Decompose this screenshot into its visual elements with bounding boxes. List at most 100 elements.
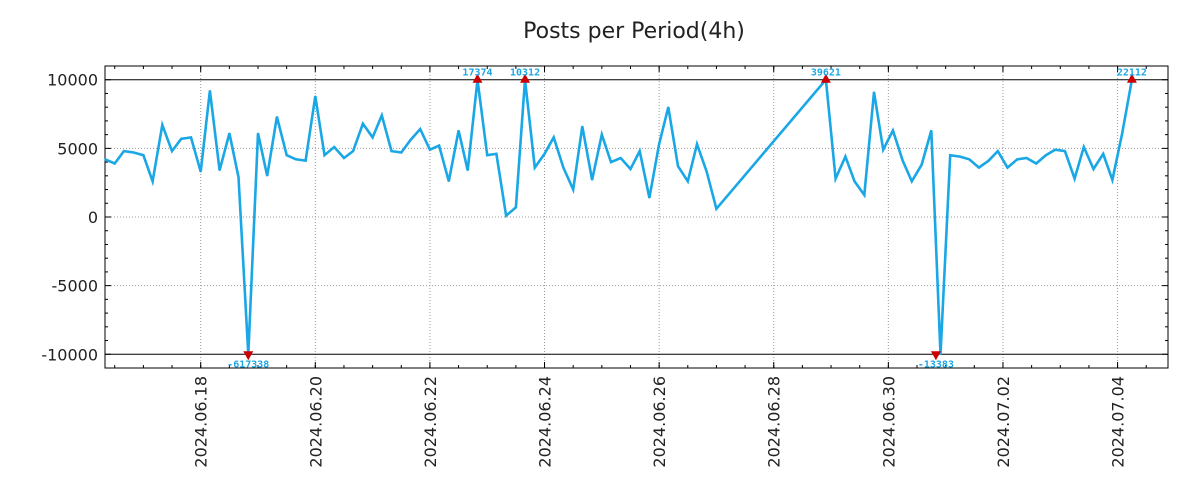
data-point bbox=[844, 155, 847, 158]
data-point bbox=[266, 175, 269, 177]
x-tick-label: 2024.06.22 bbox=[421, 376, 440, 468]
data-point bbox=[581, 125, 584, 128]
data-point bbox=[534, 166, 536, 169]
peak-marker bbox=[472, 73, 483, 83]
data-point bbox=[257, 132, 259, 135]
data-point bbox=[362, 122, 364, 125]
y-axis-ticks: 10000 5000 0 -5000 -10000 bbox=[41, 71, 1168, 364]
data-point bbox=[562, 166, 565, 169]
data-point bbox=[457, 129, 460, 132]
data-point bbox=[113, 162, 116, 165]
x-tick-label: 2024.07.02 bbox=[994, 376, 1013, 468]
peak-label: 10312 bbox=[510, 68, 540, 79]
data-point bbox=[209, 89, 211, 92]
data-point bbox=[285, 154, 288, 156]
data-point bbox=[190, 136, 192, 139]
data-point bbox=[610, 161, 612, 163]
data-point bbox=[438, 144, 440, 147]
chart-title: Posts per Period(4h) bbox=[523, 19, 745, 44]
data-point bbox=[715, 208, 718, 210]
data-point bbox=[419, 128, 422, 130]
y-tick-label: -5000 bbox=[52, 277, 99, 296]
series-line-posts bbox=[104, 76, 1134, 355]
data-point bbox=[619, 157, 622, 159]
x-tick-label: 2024.06.26 bbox=[650, 376, 669, 468]
data-point bbox=[638, 150, 641, 152]
data-point bbox=[834, 177, 837, 180]
data-point bbox=[429, 148, 431, 151]
data-point bbox=[1083, 146, 1085, 148]
data-point bbox=[1073, 177, 1076, 180]
data-point bbox=[151, 180, 154, 183]
data-point bbox=[853, 180, 856, 183]
data-point bbox=[1035, 162, 1037, 165]
data-point bbox=[939, 353, 942, 356]
data-point bbox=[161, 124, 164, 126]
x-tick-label: 2024.06.30 bbox=[879, 376, 898, 468]
data-point bbox=[978, 166, 980, 169]
data-point bbox=[199, 170, 202, 173]
data-point bbox=[648, 197, 651, 199]
data-point bbox=[304, 159, 307, 162]
data-point bbox=[132, 151, 135, 154]
y-tick-label: 10000 bbox=[47, 71, 98, 90]
data-point bbox=[863, 194, 866, 196]
data-point bbox=[352, 150, 354, 152]
data-point bbox=[371, 136, 374, 139]
data-point bbox=[505, 214, 507, 217]
data-point bbox=[515, 206, 517, 209]
x-tick-label: 2024.06.20 bbox=[306, 376, 325, 468]
data-point bbox=[705, 170, 708, 173]
peak-label: 17374 bbox=[462, 68, 492, 79]
data-point bbox=[1092, 168, 1095, 170]
data-point bbox=[486, 154, 489, 156]
data-point bbox=[123, 150, 125, 152]
data-point bbox=[920, 164, 923, 166]
x-tick-label: 2024.07.04 bbox=[1109, 376, 1128, 468]
data-point bbox=[381, 114, 383, 117]
data-point bbox=[218, 169, 221, 172]
data-point bbox=[658, 143, 660, 145]
data-point bbox=[629, 168, 632, 170]
data-point bbox=[930, 129, 933, 132]
data-point bbox=[1111, 179, 1114, 181]
data-point bbox=[333, 146, 336, 148]
data-point bbox=[495, 153, 498, 155]
data-point bbox=[1121, 132, 1123, 135]
data-point bbox=[1102, 153, 1104, 155]
data-point bbox=[696, 143, 698, 145]
data-point bbox=[873, 91, 875, 93]
data-point bbox=[390, 150, 393, 152]
data-point bbox=[276, 116, 278, 118]
data-point bbox=[466, 169, 469, 172]
x-axis-ticks: 2024.06.18 2024.06.20 2024.06.22 2024.06.24… bbox=[114, 66, 1147, 468]
peak-marker bbox=[820, 73, 831, 83]
data-point bbox=[237, 176, 240, 178]
x-tick-label: 2024.06.24 bbox=[536, 376, 555, 468]
peak-marker bbox=[930, 351, 941, 361]
peak-marker bbox=[520, 73, 531, 83]
y-tick-label: 0 bbox=[88, 208, 98, 227]
peak-label: -13383 bbox=[918, 359, 954, 370]
data-point bbox=[1016, 158, 1019, 161]
data-point bbox=[901, 159, 904, 162]
data-point bbox=[987, 159, 990, 162]
data-point bbox=[1064, 150, 1066, 152]
peak-label: 22112 bbox=[1117, 68, 1147, 79]
peak-label: -617338 bbox=[227, 359, 269, 370]
data-point bbox=[295, 158, 297, 161]
data-point bbox=[228, 132, 231, 135]
data-point bbox=[882, 148, 884, 151]
data-point bbox=[323, 154, 326, 156]
data-point bbox=[180, 138, 182, 140]
data-point bbox=[572, 188, 574, 191]
x-tick-label: 2024.06.28 bbox=[765, 376, 784, 468]
data-point bbox=[104, 158, 106, 161]
peak-label: 39621 bbox=[811, 68, 841, 79]
data-point bbox=[343, 157, 345, 159]
data-point bbox=[1006, 166, 1009, 169]
x-tick-label: 2024.06.18 bbox=[192, 376, 211, 468]
data-point bbox=[601, 133, 603, 136]
data-point bbox=[997, 150, 999, 152]
